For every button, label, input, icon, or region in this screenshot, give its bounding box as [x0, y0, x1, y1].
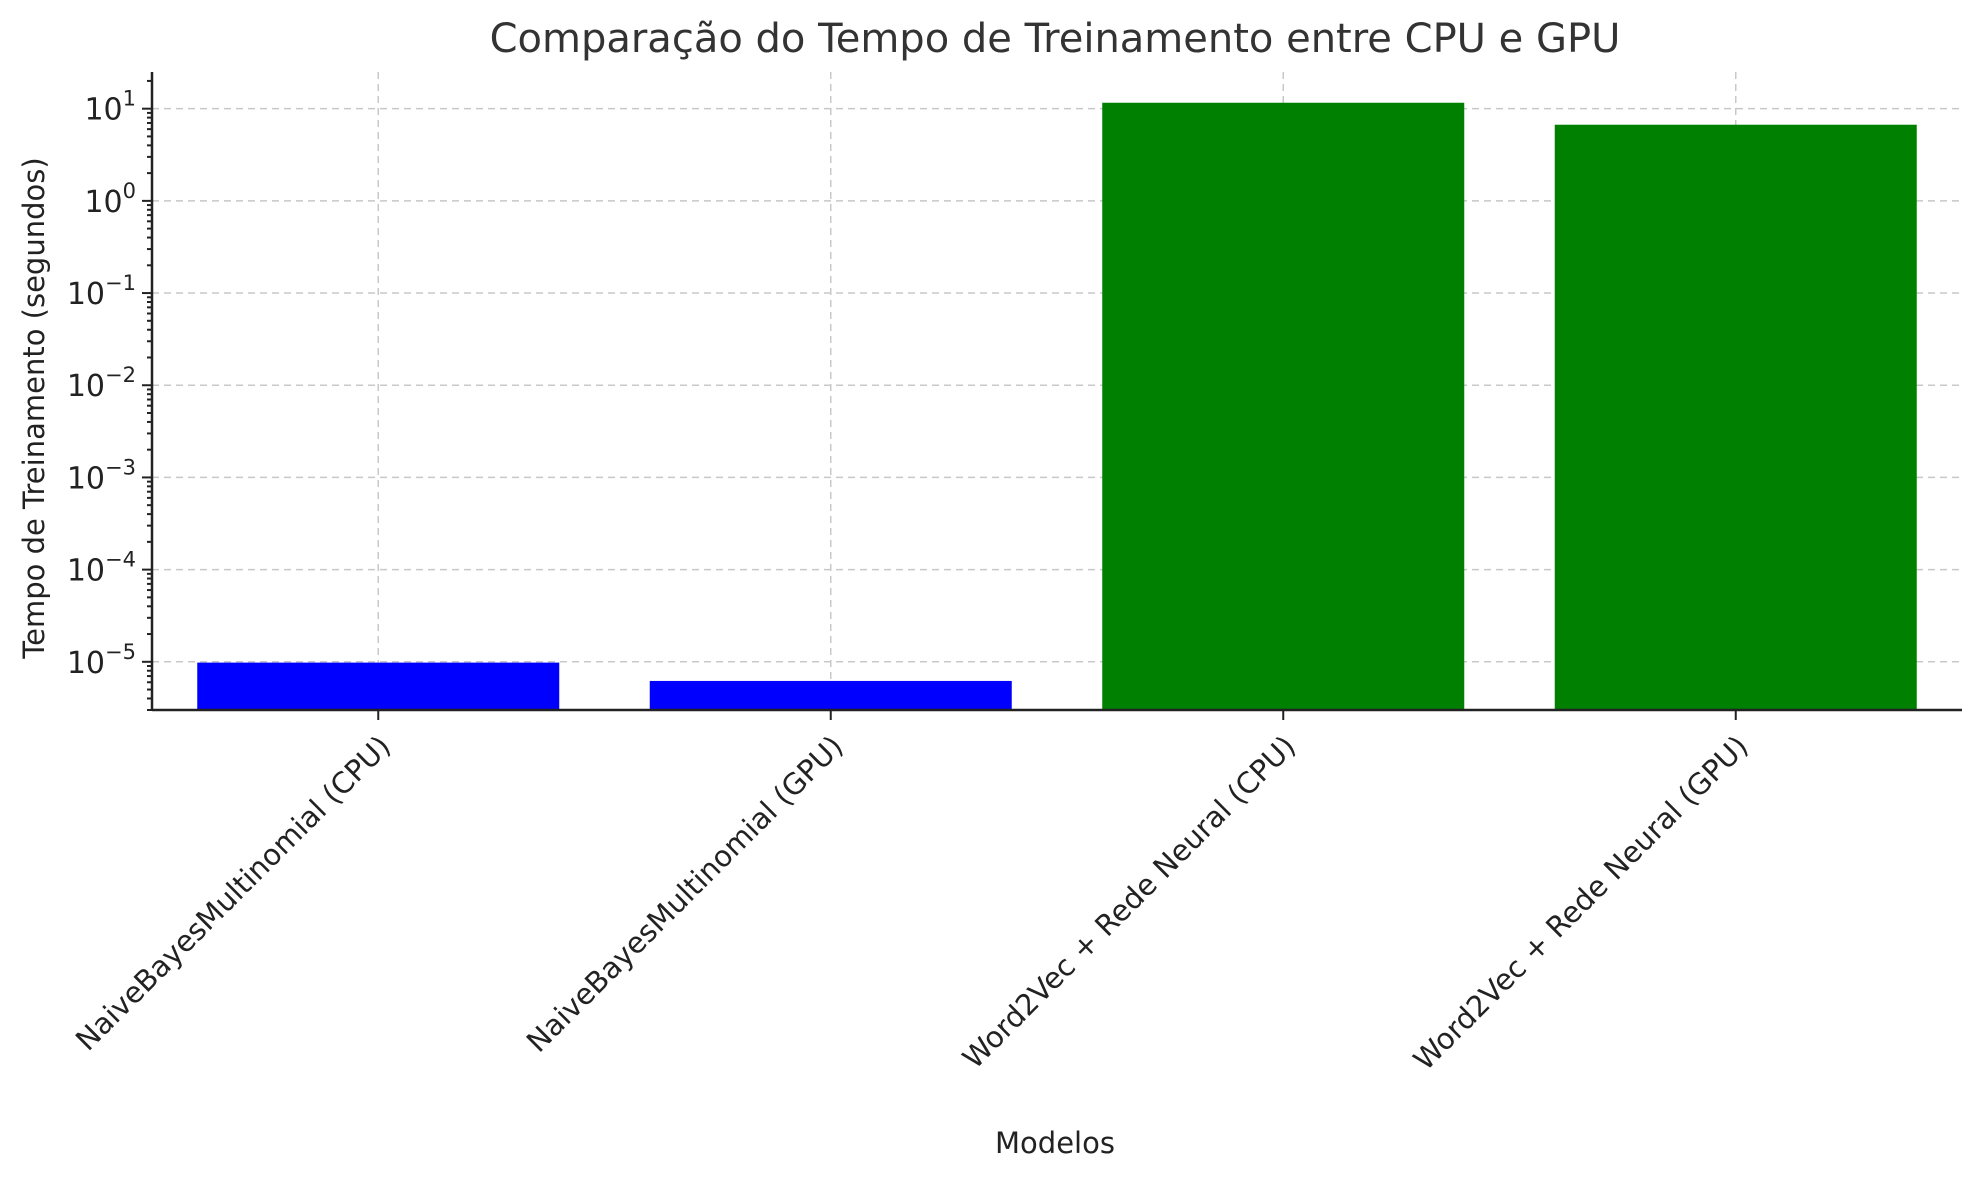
- bar: [1102, 102, 1465, 710]
- y-tick-base: 10: [67, 461, 105, 496]
- y-axis-label: Tempo de Treinamento (segundos): [17, 157, 51, 659]
- x-tick-label: NaiveBayesMultinomial (GPU): [520, 729, 850, 1059]
- y-tick-base: 10: [84, 93, 122, 128]
- y-tick-exponent: 1: [123, 87, 136, 111]
- y-tick-base: 10: [67, 646, 105, 681]
- y-tick-label: 101: [84, 87, 136, 128]
- axes: [150, 72, 1962, 712]
- x-axis-ticks: NaiveBayesMultinomial (CPU) NaiveBayesMul…: [69, 710, 1755, 1077]
- y-tick-label: 10−5: [67, 640, 136, 681]
- x-axis-label: Modelos: [995, 1126, 1115, 1160]
- chart-title: Comparação do Tempo de Treinamento entre…: [490, 16, 1621, 62]
- x-tick-label: NaiveBayesMultinomial (CPU): [69, 729, 397, 1057]
- x-tick-label: Word2Vec + Rede Neural (GPU): [1407, 729, 1755, 1077]
- y-tick-label: 10−1: [67, 271, 136, 312]
- y-tick-exponent: −4: [105, 548, 136, 572]
- y-tick-exponent: −2: [105, 363, 136, 387]
- y-tick-exponent: −3: [105, 455, 136, 479]
- y-tick-base: 10: [67, 369, 105, 404]
- bar: [1554, 124, 1917, 710]
- y-tick-label: 10−4: [67, 548, 136, 589]
- y-tick-base: 10: [84, 185, 122, 220]
- y-tick-exponent: −5: [105, 640, 136, 664]
- x-tick-label: Word2Vec + Rede Neural (CPU): [956, 729, 1302, 1075]
- y-tick-label: 10−3: [67, 455, 136, 496]
- bars: [197, 102, 1917, 710]
- y-tick-exponent: 0: [123, 179, 136, 203]
- y-tick-base: 10: [67, 554, 105, 589]
- bar: [197, 662, 560, 710]
- y-tick-label: 10−2: [67, 363, 136, 404]
- bar: [649, 680, 1012, 710]
- y-tick-label: 100: [84, 179, 136, 220]
- grid-lines: [152, 72, 1962, 710]
- y-tick-base: 10: [67, 277, 105, 312]
- y-tick-exponent: −1: [105, 271, 136, 295]
